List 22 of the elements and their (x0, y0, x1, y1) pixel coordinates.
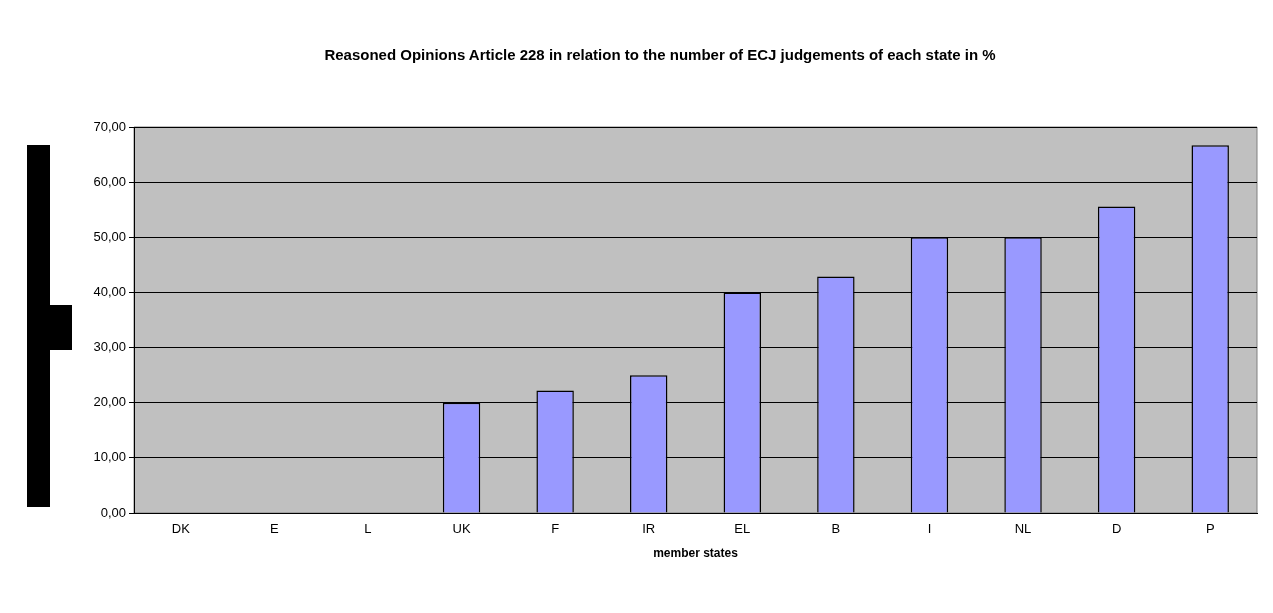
y-tick-label: 70,00 (93, 118, 126, 134)
chart-title: Reasoned Opinions Article 228 in relation to the number of ECJ judgements of each state in % (323, 45, 997, 65)
x-tick-label: IR (642, 521, 656, 537)
y-tick-label: 10,00 (93, 449, 126, 465)
y-tick-label: 60,00 (93, 173, 126, 189)
x-tick-label: E (270, 521, 280, 537)
y-tick-label: 40,00 (93, 284, 126, 300)
x-tick-label: F (551, 521, 560, 537)
x-tick-label: D (1111, 521, 1122, 537)
y-tick-label: 30,00 (93, 339, 126, 355)
x-tick-label: DK (171, 521, 191, 537)
x-tick-label: I (927, 521, 932, 537)
y-tick-label: 50,00 (93, 228, 126, 244)
x-tick-label: L (364, 521, 372, 537)
x-axis-title: member states (653, 546, 739, 561)
x-tick-label: B (831, 521, 841, 537)
x-tick-label: EL (734, 521, 751, 537)
x-tick-label: UK (452, 521, 471, 537)
y-tick-label: 0,00 (100, 504, 126, 520)
x-tick-label: P (1205, 521, 1215, 537)
x-tick-label: NL (1014, 521, 1032, 537)
y-tick-label: 20,00 (93, 394, 126, 410)
